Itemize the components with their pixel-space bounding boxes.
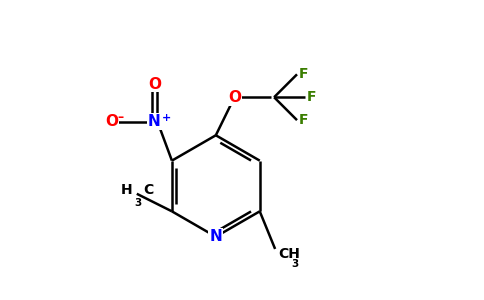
Text: F: F [299,67,308,81]
Text: O: O [106,114,119,129]
Text: F: F [307,90,317,104]
Text: F: F [299,113,308,127]
Text: CH: CH [278,247,300,261]
Text: N: N [210,229,222,244]
Text: H: H [121,183,133,197]
Text: O: O [228,90,242,105]
Text: –: – [118,111,124,124]
Text: 3: 3 [135,198,142,208]
Text: +: + [162,113,171,123]
Text: 3: 3 [291,259,299,269]
Text: N: N [148,114,161,129]
Text: O: O [148,77,161,92]
Text: C: C [143,183,153,197]
